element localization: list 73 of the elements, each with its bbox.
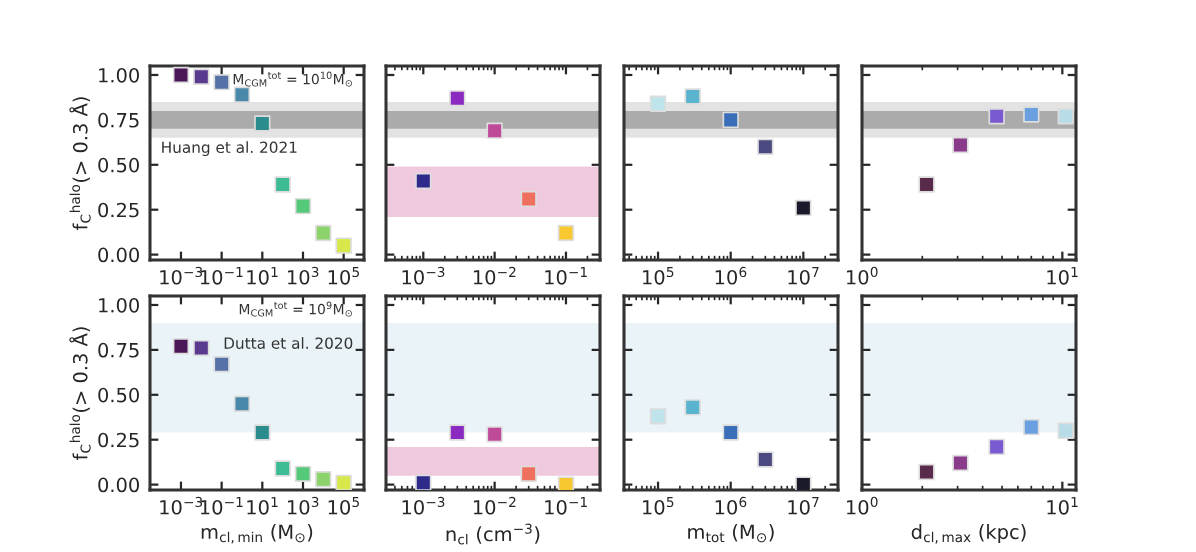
point [557, 224, 575, 242]
point [449, 90, 466, 107]
y-tick-label: 0.50 [98, 387, 139, 403]
x-tick-label: 10$^{7}$ [788, 497, 819, 515]
x-axis-title: d$_{cl,max}$ (kpc) [911, 524, 1026, 544]
x-axis-title: n$_{cl}$ (cm$^{−3}$) [446, 523, 540, 545]
x-tick-label: 10$^{−2}$ [473, 496, 516, 515]
y-tick-label: 0.25 [98, 202, 139, 218]
point [722, 111, 739, 129]
point [415, 474, 432, 490]
y-tick-label: 0.00 [98, 247, 139, 263]
point [918, 463, 935, 481]
x-tick-label: 10$^{−1}$ [545, 267, 587, 285]
x-tick-label: 10$^{3}$ [288, 266, 319, 285]
x-tick-label: 10$^{6}$ [715, 266, 747, 285]
point [557, 476, 575, 490]
point [684, 88, 701, 105]
point [1023, 106, 1040, 123]
y-tick-label: 0.00 [98, 477, 139, 493]
x-tick-label: 10$^{−1}$ [200, 497, 243, 515]
y-tick-label: 0.25 [98, 432, 139, 448]
y-tick-label: 0.50 [98, 157, 139, 173]
point [649, 95, 667, 112]
x-tick-label: 10$^{−1}$ [545, 497, 587, 515]
point [486, 122, 503, 139]
point [952, 136, 969, 154]
point [757, 451, 774, 468]
y-tick-label: 0.75 [98, 342, 139, 358]
point [795, 476, 812, 490]
x-tick-label: 10$^{−3}$ [402, 496, 445, 515]
point [757, 138, 774, 156]
x-tick-label: 10$^{−3}$ [160, 266, 203, 285]
point [335, 474, 352, 490]
point [988, 108, 1005, 125]
x-tick-label: 10$^{1}$ [247, 267, 278, 285]
x-tick-label: 10$^{1}$ [247, 497, 278, 515]
x-tick-label: 10$^{−1}$ [200, 267, 243, 285]
x-tick-label: 10$^{1}$ [1047, 497, 1078, 515]
point [1057, 108, 1074, 125]
y-tick-label: 0.75 [98, 112, 139, 128]
point [486, 426, 503, 443]
x-tick-label: 10$^{1}$ [1047, 267, 1078, 285]
point [449, 424, 466, 441]
point [795, 199, 812, 217]
x-tick-label: 10$^{0}$ [847, 266, 878, 285]
x-tick-label: 10$^{7}$ [788, 267, 819, 285]
x-tick-label: 10$^{5}$ [328, 497, 359, 515]
x-tick-label: 10$^{3}$ [288, 496, 319, 515]
x-tick-label: 10$^{5}$ [328, 267, 359, 285]
point [1057, 422, 1074, 439]
y-tick-label: 1.00 [99, 67, 139, 83]
point [988, 438, 1005, 456]
y-axis-title: f$_{C}$$^{halo}$(> 0.3 Å) [69, 327, 91, 461]
x-tick-label: 10$^{−3}$ [402, 266, 445, 285]
point [918, 176, 935, 193]
x-axis-title: m$_{tot}$ (M$_{⊙}$) [688, 524, 774, 543]
point [520, 190, 537, 208]
y-axis-title: f$_{C}$$^{halo}$(> 0.3 Å) [69, 97, 91, 231]
x-axis-title: m$_{cl,min}$ (M$_{⊙}$) [201, 524, 313, 544]
x-tick-label: 10$^{−3}$ [160, 496, 203, 515]
point [952, 454, 969, 472]
x-tick-label: 10$^{0}$ [847, 496, 878, 515]
x-tick-label: 10$^{5}$ [643, 497, 674, 515]
x-tick-label: 10$^{6}$ [715, 496, 747, 515]
point [684, 399, 701, 416]
point [1023, 418, 1040, 436]
y-tick-label: 1.00 [99, 297, 139, 313]
x-tick-label: 10$^{−2}$ [473, 266, 516, 285]
point [520, 465, 537, 483]
point [722, 424, 739, 441]
x-tick-label: 10$^{5}$ [643, 267, 674, 285]
point [649, 408, 667, 425]
point [415, 172, 432, 190]
